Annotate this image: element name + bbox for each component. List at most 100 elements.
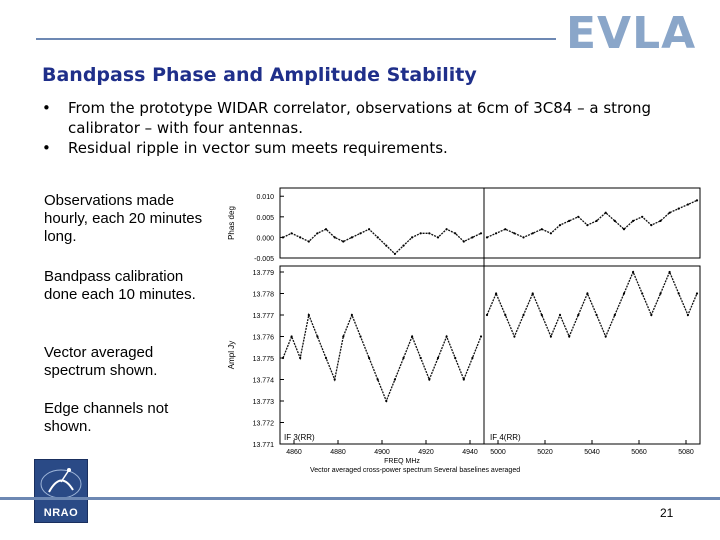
sidebar-note: Bandpass calibration done each 10 minute… <box>44 268 196 303</box>
bullet-item: From the prototype WIDAR correlator, obs… <box>42 98 692 138</box>
data-point <box>419 232 422 235</box>
data-point <box>586 224 589 227</box>
data-point <box>350 236 353 239</box>
data-point <box>513 232 516 235</box>
data-point <box>632 219 635 222</box>
y-tick-label: 13.775 <box>253 356 275 363</box>
data-point <box>290 335 293 338</box>
data-point <box>613 219 616 222</box>
data-point <box>549 335 552 338</box>
y-tick-label: 13.777 <box>253 313 275 320</box>
data-point <box>342 335 345 338</box>
data-point <box>531 232 534 235</box>
data-point <box>695 292 699 295</box>
data-point <box>613 313 616 317</box>
header-rule <box>36 38 556 40</box>
data-point <box>479 232 483 235</box>
y-tick-label: -0.005 <box>254 256 274 263</box>
data-point <box>281 356 285 360</box>
data-point <box>393 378 396 381</box>
data-point <box>641 292 644 295</box>
data-point <box>445 228 448 231</box>
sidebar-note: Observations made hourly, each 20 minute… <box>44 192 203 245</box>
nrao-label: NRAO <box>43 507 79 519</box>
amplitude-axis-label: Ampl Jy <box>227 341 236 369</box>
data-point <box>462 378 465 381</box>
data-point <box>342 240 345 243</box>
x-tick-label: 4880 <box>330 449 346 456</box>
page-number: 21 <box>660 506 674 520</box>
data-point <box>504 228 507 231</box>
data-point <box>290 232 293 235</box>
data-point <box>677 207 680 210</box>
data-point <box>479 335 483 338</box>
data-point <box>595 313 598 317</box>
data-point <box>568 335 571 338</box>
series-line-phase-left <box>282 228 482 255</box>
data-point <box>411 236 414 239</box>
data-point <box>659 219 662 222</box>
data-point <box>436 236 440 239</box>
sidebar-note: Edge channels not shown. <box>44 400 169 435</box>
data-point <box>419 356 422 360</box>
data-point <box>558 224 562 227</box>
x-tick-label: 4940 <box>462 449 478 456</box>
y-tick-label: 13.773 <box>253 399 275 406</box>
data-point <box>531 292 534 295</box>
evla-logo: EVLA <box>566 8 697 59</box>
data-point <box>540 313 543 317</box>
y-tick-label: 0.000 <box>256 235 274 242</box>
data-point <box>632 270 635 274</box>
x-tick-label: 5000 <box>490 449 506 456</box>
x-tick-label: 4920 <box>418 449 434 456</box>
y-tick-label: 13.778 <box>253 292 275 299</box>
amplitude-panel-frame <box>279 265 701 445</box>
data-point <box>307 240 310 243</box>
data-point <box>402 244 405 247</box>
data-point <box>471 236 474 239</box>
data-point <box>595 219 598 222</box>
data-point <box>485 236 489 239</box>
data-point <box>333 236 336 239</box>
phase-panel-frame <box>279 187 701 259</box>
footer-rule <box>0 497 720 500</box>
bullet-list: From the prototype WIDAR correlator, obs… <box>42 98 692 158</box>
data-point <box>454 356 457 360</box>
panel-label: IF 4(RR) <box>490 433 521 442</box>
phase-axis-label: Phas deg <box>227 206 236 240</box>
data-point <box>549 232 552 235</box>
data-point <box>299 236 302 239</box>
y-tick-label: 13.779 <box>253 270 275 277</box>
data-point <box>604 211 607 214</box>
data-point <box>540 228 543 231</box>
radio-dish-icon <box>40 468 82 499</box>
data-point <box>650 313 653 317</box>
x-tick-label: 4860 <box>286 449 302 456</box>
data-point <box>359 232 362 235</box>
data-point <box>316 335 319 338</box>
series-line-amp-right <box>486 270 698 339</box>
data-point <box>316 232 319 235</box>
data-point <box>368 356 371 360</box>
series-line-amp-left <box>282 312 482 403</box>
bandpass-plot: 0.010 0.005 0.000 -0.005 13.779 13.778 13.777 1… <box>227 187 701 474</box>
y-tick-label: 13.776 <box>253 335 275 342</box>
data-point <box>402 356 405 360</box>
data-point <box>604 335 607 338</box>
data-point <box>695 199 699 202</box>
data-point <box>428 232 431 235</box>
bullet-item: Residual ripple in vector sum meets requ… <box>42 138 692 158</box>
x-tick-label: 4900 <box>374 449 390 456</box>
data-point <box>659 292 662 295</box>
sidebar-note: Vector averaged spectrum shown. <box>44 344 158 379</box>
data-point <box>495 292 498 295</box>
data-point <box>462 240 465 243</box>
data-point <box>485 313 489 317</box>
data-point <box>622 228 626 231</box>
data-point <box>668 211 671 214</box>
data-point <box>650 224 653 227</box>
data-point <box>350 313 353 317</box>
data-point <box>324 356 328 360</box>
data-point <box>558 313 562 317</box>
data-point <box>577 313 580 317</box>
